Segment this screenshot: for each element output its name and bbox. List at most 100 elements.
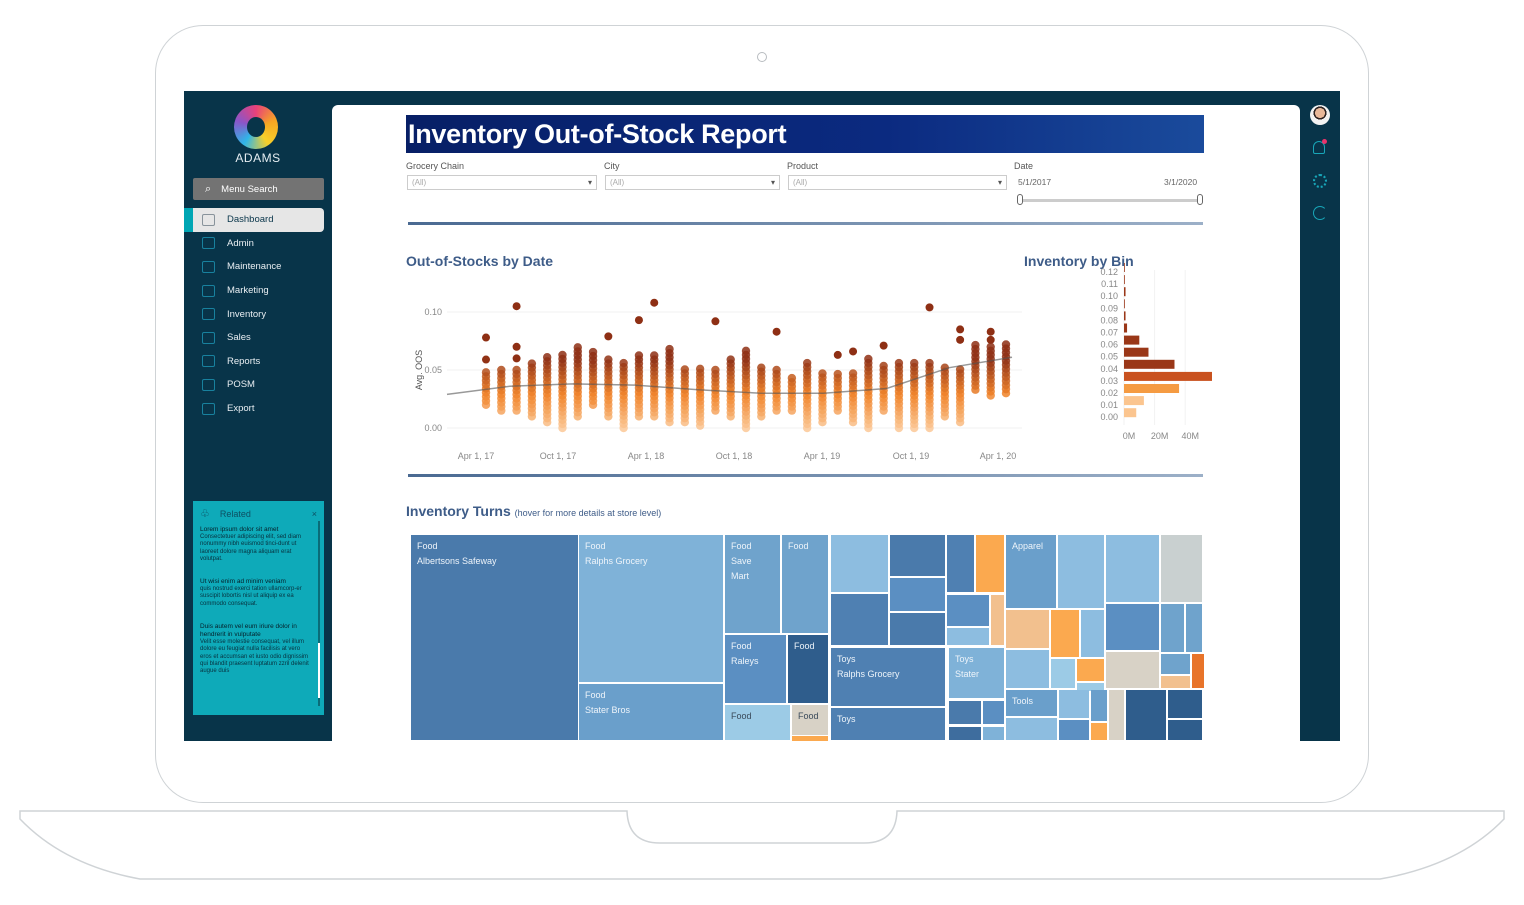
treemap-cell[interactable]: [1168, 690, 1202, 718]
sidebar: ADAMS ⌕ Menu Search Dashboard Admin Mainte…: [184, 91, 332, 741]
treemap-cell[interactable]: [947, 535, 974, 592]
treemap-cell[interactable]: [1161, 654, 1190, 674]
close-icon[interactable]: ×: [311, 508, 317, 519]
scatter-point: [925, 358, 934, 368]
treemap-cell[interactable]: [890, 535, 945, 576]
treemap-cell[interactable]: [1192, 654, 1204, 688]
scatter-point: [497, 365, 506, 375]
date-slider-start-handle[interactable]: [1017, 194, 1023, 205]
treemap-cell[interactable]: [1091, 723, 1107, 740]
product-select[interactable]: (All): [788, 175, 1007, 190]
treemap-cell[interactable]: [831, 535, 888, 592]
sidebar-item-label: Dashboard: [227, 214, 274, 226]
related-scrollbar[interactable]: [318, 521, 320, 706]
treemap-cell[interactable]: [949, 727, 981, 740]
treemap-cell[interactable]: [949, 701, 981, 724]
treemap-cell[interactable]: [1059, 720, 1089, 740]
treemap-cell[interactable]: [1058, 535, 1104, 608]
date-start[interactable]: 5/1/2017: [1018, 177, 1052, 187]
treemap-cell[interactable]: [1051, 610, 1079, 657]
treemap-cell[interactable]: [1126, 690, 1166, 740]
scatter-point: [650, 351, 659, 360]
treemap-cell[interactable]: [1168, 720, 1202, 740]
bin-bar: [1124, 311, 1126, 321]
treemap-cell[interactable]: [947, 595, 989, 626]
treemap-cell[interactable]: Apparel: [1006, 535, 1056, 608]
bell-icon[interactable]: [1313, 141, 1325, 154]
treemap-cell[interactable]: Food: [782, 535, 828, 633]
sidebar-item-maintenance[interactable]: Maintenance: [184, 255, 332, 279]
scatter-outlier: [482, 355, 490, 364]
treemap-cell[interactable]: [1161, 535, 1202, 602]
treemap-cell[interactable]: [1161, 676, 1190, 688]
date-slider-end-handle[interactable]: [1197, 194, 1203, 205]
treemap-cell[interactable]: [1077, 683, 1104, 691]
treemap-cell[interactable]: [1006, 610, 1049, 648]
treemap-cell[interactable]: [1186, 604, 1202, 652]
treemap-cell[interactable]: Food Save Mart: [725, 535, 780, 633]
sidebar-item-inventory[interactable]: Inventory: [184, 302, 332, 326]
treemap-cell[interactable]: [890, 613, 945, 645]
date-range-slider[interactable]: [1020, 199, 1200, 202]
treemap-cell[interactable]: [1059, 690, 1089, 718]
grocery-chain-select[interactable]: (All): [407, 175, 597, 190]
treemap-cell[interactable]: Food Albertsons Safeway: [411, 535, 578, 740]
sidebar-item-admin[interactable]: Admin: [184, 232, 332, 256]
treemap-cell[interactable]: Food Ralphs Grocery: [579, 535, 723, 682]
treemap-cell[interactable]: Toys: [831, 708, 945, 740]
oos-scatter-chart[interactable]: 0.00 0.05 0.10 Avg. OOS Apr 1, 17 Oct 1, 17 Ap…: [402, 275, 1022, 465]
treemap-cell[interactable]: [1106, 652, 1159, 688]
related-paragraph: Ut wisi enim ad minim veniam quis nostrud…: [200, 578, 317, 608]
treemap-cell[interactable]: [890, 578, 945, 611]
y-tick-label: 0.05: [1100, 352, 1118, 362]
sidebar-item-marketing[interactable]: Marketing: [184, 279, 332, 303]
scatter-outlier: [634, 316, 643, 325]
related-heading: Ut wisi enim ad minim veniam: [200, 578, 286, 586]
treemap-cell[interactable]: [976, 535, 1004, 592]
sidebar-item-reports[interactable]: Reports: [184, 350, 332, 374]
treemap-cell[interactable]: [1077, 659, 1104, 681]
treemap-cell[interactable]: [1006, 718, 1057, 740]
treemap-cell[interactable]: [792, 736, 828, 741]
treemap-cell[interactable]: [983, 701, 1004, 724]
treemap-cell[interactable]: [1051, 659, 1075, 688]
treemap-cell[interactable]: [1161, 604, 1184, 652]
related-paragraph: Lorem ipsum dolor sit amet Consectetuer a…: [200, 526, 317, 563]
treemap-cell[interactable]: [1109, 690, 1124, 740]
signpost-icon: [202, 378, 215, 391]
sidebar-item-sales[interactable]: Sales: [184, 326, 332, 350]
scatter-point: [619, 358, 628, 368]
bin-bar: [1124, 335, 1140, 345]
gear-icon[interactable]: [1313, 174, 1327, 188]
treemap-cell[interactable]: [1081, 610, 1104, 657]
treemap-cell[interactable]: [1106, 535, 1159, 602]
treemap-cell[interactable]: [1091, 690, 1107, 721]
city-select[interactable]: (All): [605, 175, 780, 190]
treemap-cell[interactable]: [983, 727, 1004, 740]
logout-icon[interactable]: [1313, 206, 1327, 220]
treemap-cell[interactable]: Food Stater Bros: [579, 684, 723, 740]
treemap-cell[interactable]: [831, 594, 888, 645]
treemap-cell[interactable]: Food: [725, 705, 790, 740]
trend-line: [446, 356, 1013, 396]
menu-search-button[interactable]: ⌕ Menu Search: [193, 178, 324, 200]
treemap-cell[interactable]: [947, 628, 989, 645]
treemap-cell[interactable]: [1106, 604, 1159, 650]
sidebar-item-export[interactable]: Export: [184, 397, 332, 421]
bin-bar-chart[interactable]: 0M20M40M60M0.120.110.100.090.080.070.060…: [1032, 155, 1212, 455]
sidebar-item-dashboard[interactable]: Dashboard: [184, 208, 324, 232]
treemap-cell[interactable]: Food: [788, 635, 828, 703]
treemap-cell[interactable]: [991, 595, 1004, 645]
treemap-cell[interactable]: Food: [792, 705, 828, 735]
treemap-cell[interactable]: Toys Stater: [949, 648, 1004, 698]
avatar[interactable]: [1310, 105, 1330, 125]
treemap-cell[interactable]: Food Raleys: [725, 635, 786, 703]
scatter-outlier: [512, 302, 521, 311]
date-end[interactable]: 3/1/2020: [1164, 177, 1198, 187]
sidebar-item-posm[interactable]: POSM: [184, 373, 332, 397]
document-icon: [202, 355, 215, 368]
treemap-cell[interactable]: [1006, 650, 1049, 688]
y-tick-label: 0.00: [1100, 412, 1118, 422]
treemap-cell[interactable]: Tools: [1006, 690, 1057, 716]
treemap-cell[interactable]: Toys Ralphs Grocery: [831, 648, 945, 706]
